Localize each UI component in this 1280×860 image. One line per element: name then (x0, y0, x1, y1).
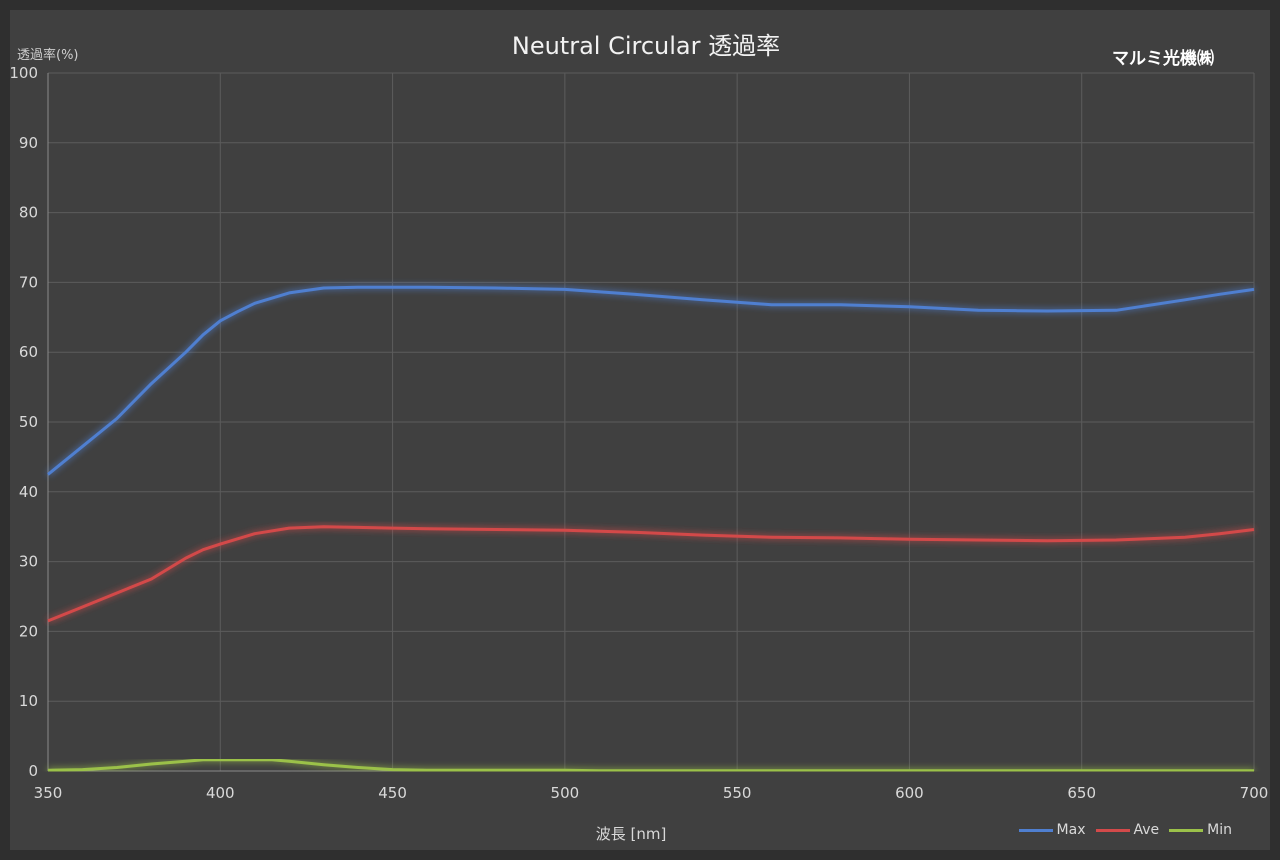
y-tick-label: 20 (19, 622, 38, 640)
series-lines (47, 285, 1255, 773)
y-tick-label: 10 (19, 692, 38, 710)
x-tick-label: 450 (378, 784, 407, 802)
chart-title: Neutral Circular 透過率 (511, 32, 781, 60)
y-tick-label: 70 (19, 273, 38, 291)
x-tick-label: 600 (895, 784, 924, 802)
legend-label-ave: Ave (1133, 822, 1160, 838)
x-tick-label: 350 (34, 784, 63, 802)
series-line-max (47, 285, 1255, 476)
x-tick-label: 550 (723, 784, 752, 802)
tick-labels: 0 10 20 30 40 50 60 70 80 90 100 350 400 450 500 550 600… (9, 64, 1268, 802)
y-tick-label: 50 (19, 413, 38, 431)
gridlines (47, 72, 1255, 772)
y-tick-label: 60 (19, 343, 38, 361)
x-tick-label: 500 (551, 784, 580, 802)
legend-item-min: Min (1169, 822, 1232, 838)
legend-label-min: Min (1207, 822, 1232, 838)
legend-swatch-max (1018, 828, 1053, 832)
series-line-ave (47, 525, 1255, 623)
x-tick-label: 700 (1240, 784, 1269, 802)
legend-label-max: Max (1056, 822, 1086, 838)
legend-swatch-ave (1095, 828, 1130, 832)
legend: Max Ave Min (1018, 822, 1232, 838)
y-axis-title: 透過率(%) (17, 48, 79, 63)
series-line-min (47, 758, 1254, 773)
y-tick-label: 90 (19, 134, 38, 152)
x-tick-label: 400 (206, 784, 235, 802)
brand-label: マルミ光機㈱ (1112, 49, 1214, 69)
legend-item-max: Max (1018, 822, 1086, 838)
y-tick-label: 0 (28, 762, 38, 780)
y-tick-label: 30 (19, 553, 38, 571)
y-tick-label: 100 (9, 64, 38, 82)
legend-swatch-min (1169, 828, 1204, 832)
x-axis-title: 波長 [nm] (595, 825, 667, 843)
legend-item-ave: Ave (1095, 822, 1160, 838)
y-tick-label: 40 (19, 483, 38, 501)
x-tick-label: 650 (1067, 784, 1096, 802)
y-tick-label: 80 (19, 204, 38, 222)
